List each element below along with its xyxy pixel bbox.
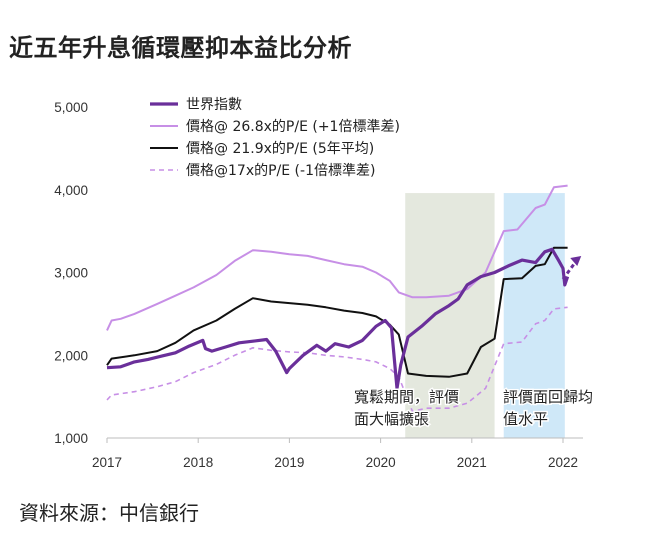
trend-arrow-head [570, 255, 582, 266]
shaded-region-1 [405, 193, 495, 438]
x-tick-label: 2019 [274, 455, 304, 470]
shaded-region-2 [503, 193, 565, 438]
y-tick-label: 5,000 [54, 100, 88, 115]
series-line-1 [106, 247, 570, 390]
legend-label-3: 價格@ 21.9x的P/E (5年平均) [186, 140, 374, 157]
x-tick-label: 2021 [457, 455, 487, 470]
x-tick-label: 2018 [183, 455, 213, 470]
x-tick-label: 2020 [366, 455, 396, 470]
region-label-1: 寬鬆期間，評價 [354, 388, 459, 406]
axes: 2017 2018 2019 2020 2021 2022 1,000 2,000 3,000 4… [54, 100, 583, 470]
source-note: 資料來源：中信銀行 [19, 501, 199, 525]
series-line-2 [106, 184, 568, 331]
region-label-1: 面大幅擴張 [354, 410, 429, 428]
trend-arrow-line [561, 260, 578, 281]
series-line-3 [106, 246, 568, 378]
region-label-2: 評價面回歸均 [503, 388, 593, 406]
y-tick-label: 3,000 [54, 266, 88, 281]
region-label-2: 值水平 [503, 410, 548, 428]
shaded-regions [405, 193, 565, 438]
legend-label-1: 世界指數 [186, 97, 242, 113]
y-tick-label: 1,000 [54, 431, 88, 446]
y-tick-label: 4,000 [54, 183, 88, 198]
series-line-4 [106, 306, 568, 413]
y-tick-label: 2,000 [54, 348, 88, 363]
chart-title: 近五年升息循環壓抑本益比分析 [9, 34, 352, 62]
series-lines [106, 184, 570, 413]
trend-arrow [561, 255, 582, 281]
x-tick-label: 2017 [92, 455, 122, 470]
legend-label-2: 價格@ 26.8x的P/E (+1倍標準差) [186, 118, 400, 135]
x-tick-label: 2022 [548, 455, 578, 470]
legend-label-4: 價格@17x的P/E (-1倍標準差) [186, 162, 375, 179]
